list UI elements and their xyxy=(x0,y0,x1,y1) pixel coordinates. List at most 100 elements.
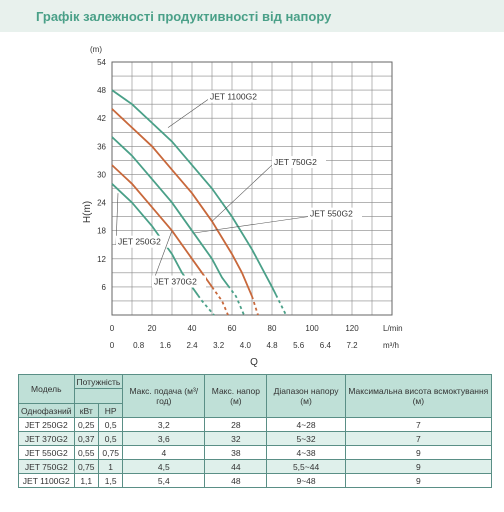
x-tick-label-m3h: 6.4 xyxy=(320,341,332,350)
series-dash-jet-1100g2 xyxy=(275,294,287,316)
series-line-jet-1100g2 xyxy=(111,89,277,296)
table-body: JET 250G2 0,25 0,5 3,2 28 4~28 7 JET 370G2 0,37 0… xyxy=(18,417,493,488)
chart-axes: 6 12 18 24 30 36 42 48 54 0 20 40 60 80 100 120 0 0.8 1.6 2… xyxy=(97,58,359,350)
th-suction-height-label: Максимальна висота всмоктування (м) xyxy=(348,386,489,406)
x-axis-unit-m3h: m³/h xyxy=(383,341,399,350)
table-cell: 4~28 xyxy=(266,417,346,432)
x-tick-label-lmin: 60 xyxy=(228,324,237,333)
th-suction-height: Максимальна висота всмоктування (м) xyxy=(344,374,493,418)
table-row: JET 1100G2 1,1 1,5 5,4 48 9~48 9 xyxy=(18,473,493,488)
table-cell: 0,5 xyxy=(97,417,124,432)
x-tick-label-m3h: 4.8 xyxy=(266,341,278,350)
y-tick-label: 36 xyxy=(97,142,106,151)
annotation-bg xyxy=(308,207,362,220)
x-tick-label-lmin: 0 xyxy=(110,324,115,333)
y-tick-label: 6 xyxy=(102,283,107,292)
specs-table: Модель Потужність Макс. подача (м³/год) … xyxy=(18,374,493,488)
y-tick-label: 30 xyxy=(97,170,106,179)
table-cell: 1 xyxy=(97,459,124,474)
y-tick-label: 54 xyxy=(97,58,106,67)
x-tick-label-lmin: 120 xyxy=(345,324,359,333)
th-max-flow: Макс. подача (м³/год) xyxy=(122,374,206,418)
x-tick-label-m3h: 0 xyxy=(110,341,115,350)
table-cell: 0,75 xyxy=(73,459,99,474)
series-dash-jet-750g2 xyxy=(251,296,259,316)
table-cell: 3,2 xyxy=(122,417,206,432)
table-cell: 0,25 xyxy=(73,417,99,432)
table-cell: 0,5 xyxy=(97,431,124,446)
table-cell: 48 xyxy=(204,473,268,488)
x-axis-unit-lmin: L/min xyxy=(383,324,403,333)
y-tick-label: 24 xyxy=(97,199,106,208)
y-tick-label: 42 xyxy=(97,114,106,123)
table-cell: 5~32 xyxy=(266,431,346,446)
series-label: JET 1100G2 xyxy=(210,91,257,101)
y-tick-label: 18 xyxy=(97,227,106,236)
series-label: JET 250G2 xyxy=(118,237,161,247)
table-cell: 38 xyxy=(204,445,268,460)
table-header-row: Модель Потужність Макс. подача (м³/год) … xyxy=(18,374,493,418)
x-tick-label-m3h: 2.4 xyxy=(186,341,198,350)
series-label: JET 750G2 xyxy=(274,157,317,167)
annotation-leader xyxy=(211,164,273,222)
table-cell: JET 370G2 xyxy=(18,431,75,446)
x-tick-label-lmin: 100 xyxy=(305,324,319,333)
table-cell: 9 xyxy=(344,459,493,474)
x-tick-label-lmin: 40 xyxy=(188,324,197,333)
table-cell: 4 xyxy=(122,445,206,460)
series-label: JET 370G2 xyxy=(154,277,197,287)
series-line-jet-370g2 xyxy=(111,164,213,288)
pump-curve-chart: 6 12 18 24 30 36 42 48 54 0 20 40 60 80 100 120 0 0.8 1.6 2… xyxy=(82,45,403,368)
table-cell: 0,55 xyxy=(73,445,99,460)
table-cell: JET 750G2 xyxy=(18,459,75,474)
table-cell: 5,5~44 xyxy=(266,459,346,474)
series-label: JET 550G2 xyxy=(310,209,353,219)
chart-annotations: JET 1100G2 JET 750G2 JET 550G2 JET 250G2 JET… xyxy=(115,90,362,288)
annotation-leader xyxy=(167,99,209,128)
table-cell: 7 xyxy=(344,417,493,432)
th-power-label: Потужність xyxy=(76,376,121,387)
table-cell: 7 xyxy=(344,431,493,446)
th-kw: кВт xyxy=(73,403,99,418)
table-cell: JET 1100G2 xyxy=(18,473,75,488)
table-cell: 9~48 xyxy=(266,473,346,488)
table-cell: JET 250G2 xyxy=(18,417,75,432)
th-head-range: Діапазон напору (м) xyxy=(266,374,346,418)
annotation-leader xyxy=(193,216,309,234)
x-axis-label: Q xyxy=(250,357,258,368)
table-row: JET 250G2 0,25 0,5 3,2 28 4~28 7 xyxy=(18,417,493,432)
table-cell: 32 xyxy=(204,431,268,446)
th-max-head-label: Макс. напор (м) xyxy=(211,386,260,406)
th-hp: HP xyxy=(97,403,124,418)
y-axis-unit: (m) xyxy=(90,45,102,54)
series-dash-jet-250g2 xyxy=(197,294,215,316)
series-line-jet-750g2 xyxy=(111,108,253,297)
table-cell: 0,75 xyxy=(97,445,124,460)
x-tick-label-m3h: 3.2 xyxy=(213,341,225,350)
y-tick-label: 12 xyxy=(97,255,106,264)
x-tick-label-m3h: 1.6 xyxy=(160,341,172,350)
header-bar: Графік залежності продуктивності від нап… xyxy=(0,0,504,32)
chart-frame xyxy=(111,61,393,316)
page-title: Графік залежності продуктивності від нап… xyxy=(36,9,332,24)
table-header-row-spacer xyxy=(19,388,492,404)
y-axis-label: H(m) xyxy=(82,201,93,223)
x-tick-label-lmin: 20 xyxy=(148,324,157,333)
x-tick-label-m3h: 5.6 xyxy=(293,341,305,350)
x-tick-label-m3h: 0.8 xyxy=(133,341,145,350)
table-cell: JET 550G2 xyxy=(18,445,75,460)
y-tick-label: 48 xyxy=(97,86,106,95)
table-cell: 9 xyxy=(344,445,493,460)
annotation-bg xyxy=(116,235,170,248)
annotation-bg xyxy=(152,275,206,288)
series-dash-jet-550g2 xyxy=(227,285,245,316)
series-line-jet-550g2 xyxy=(111,136,229,287)
th-head-range-label: Діапазон напору (м) xyxy=(273,386,339,406)
annotation-bg xyxy=(272,156,326,169)
table-subheader-row: Однофазний кВт HP xyxy=(18,403,492,418)
x-tick-label-m3h: 4.0 xyxy=(240,341,252,350)
x-tick-label-m3h: 7.2 xyxy=(346,341,358,350)
th-power-spacer xyxy=(73,388,124,404)
th-max-flow-label: Макс. подача (м³/год) xyxy=(129,386,199,406)
th-single-phase: Однофазний xyxy=(18,403,75,418)
